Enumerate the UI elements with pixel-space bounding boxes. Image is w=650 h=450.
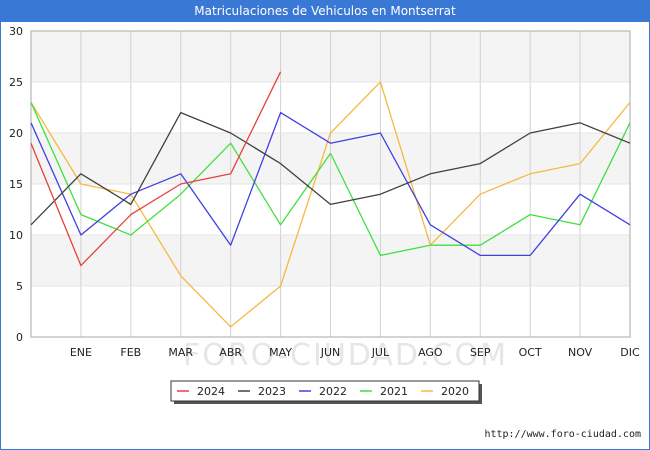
y-tick-label: 10 bbox=[9, 229, 23, 242]
y-tick-label: 0 bbox=[16, 331, 23, 344]
x-tick-label: OCT bbox=[519, 346, 542, 359]
watermark-text: FORO-CIUDAD.COM bbox=[183, 338, 508, 373]
footer-url[interactable]: http://www.foro-ciudad.com bbox=[484, 429, 641, 440]
series-line-2023 bbox=[30, 111, 631, 226]
x-tick-label: AGO bbox=[418, 346, 443, 359]
y-tick-label: 30 bbox=[9, 25, 23, 38]
legend-label-2023: 2023 bbox=[258, 385, 286, 398]
x-tick-label: NOV bbox=[568, 346, 593, 359]
legend-label-2020: 2020 bbox=[441, 385, 469, 398]
legend-box bbox=[170, 380, 480, 402]
x-tick-label: FEB bbox=[120, 346, 141, 359]
x-tick-label: JUL bbox=[371, 346, 390, 359]
y-tick-label: 20 bbox=[9, 127, 23, 140]
series-line-2021 bbox=[30, 102, 631, 257]
plot-border bbox=[30, 30, 631, 338]
x-tick-label: MAR bbox=[168, 346, 193, 359]
chart-title: Matriculaciones de Vehiculos en Montserr… bbox=[1, 1, 649, 22]
y-tick-label: 5 bbox=[16, 280, 23, 293]
y-tick-label: 15 bbox=[9, 178, 23, 191]
y-tick-label: 25 bbox=[9, 76, 23, 89]
x-tick-label: SEP bbox=[470, 346, 491, 359]
x-tick-label: ENE bbox=[70, 346, 92, 359]
x-tick-label: MAY bbox=[269, 346, 292, 359]
x-tick-label: ABR bbox=[219, 346, 242, 359]
x-tick-label: DIC bbox=[620, 346, 640, 359]
series-line-2022 bbox=[30, 111, 631, 257]
legend-label-2021: 2021 bbox=[380, 385, 408, 398]
series-line-2024 bbox=[30, 71, 282, 267]
legend-label-2022: 2022 bbox=[319, 385, 347, 398]
x-tick-label: JUN bbox=[320, 346, 341, 359]
legend-label-2024: 2024 bbox=[197, 385, 225, 398]
